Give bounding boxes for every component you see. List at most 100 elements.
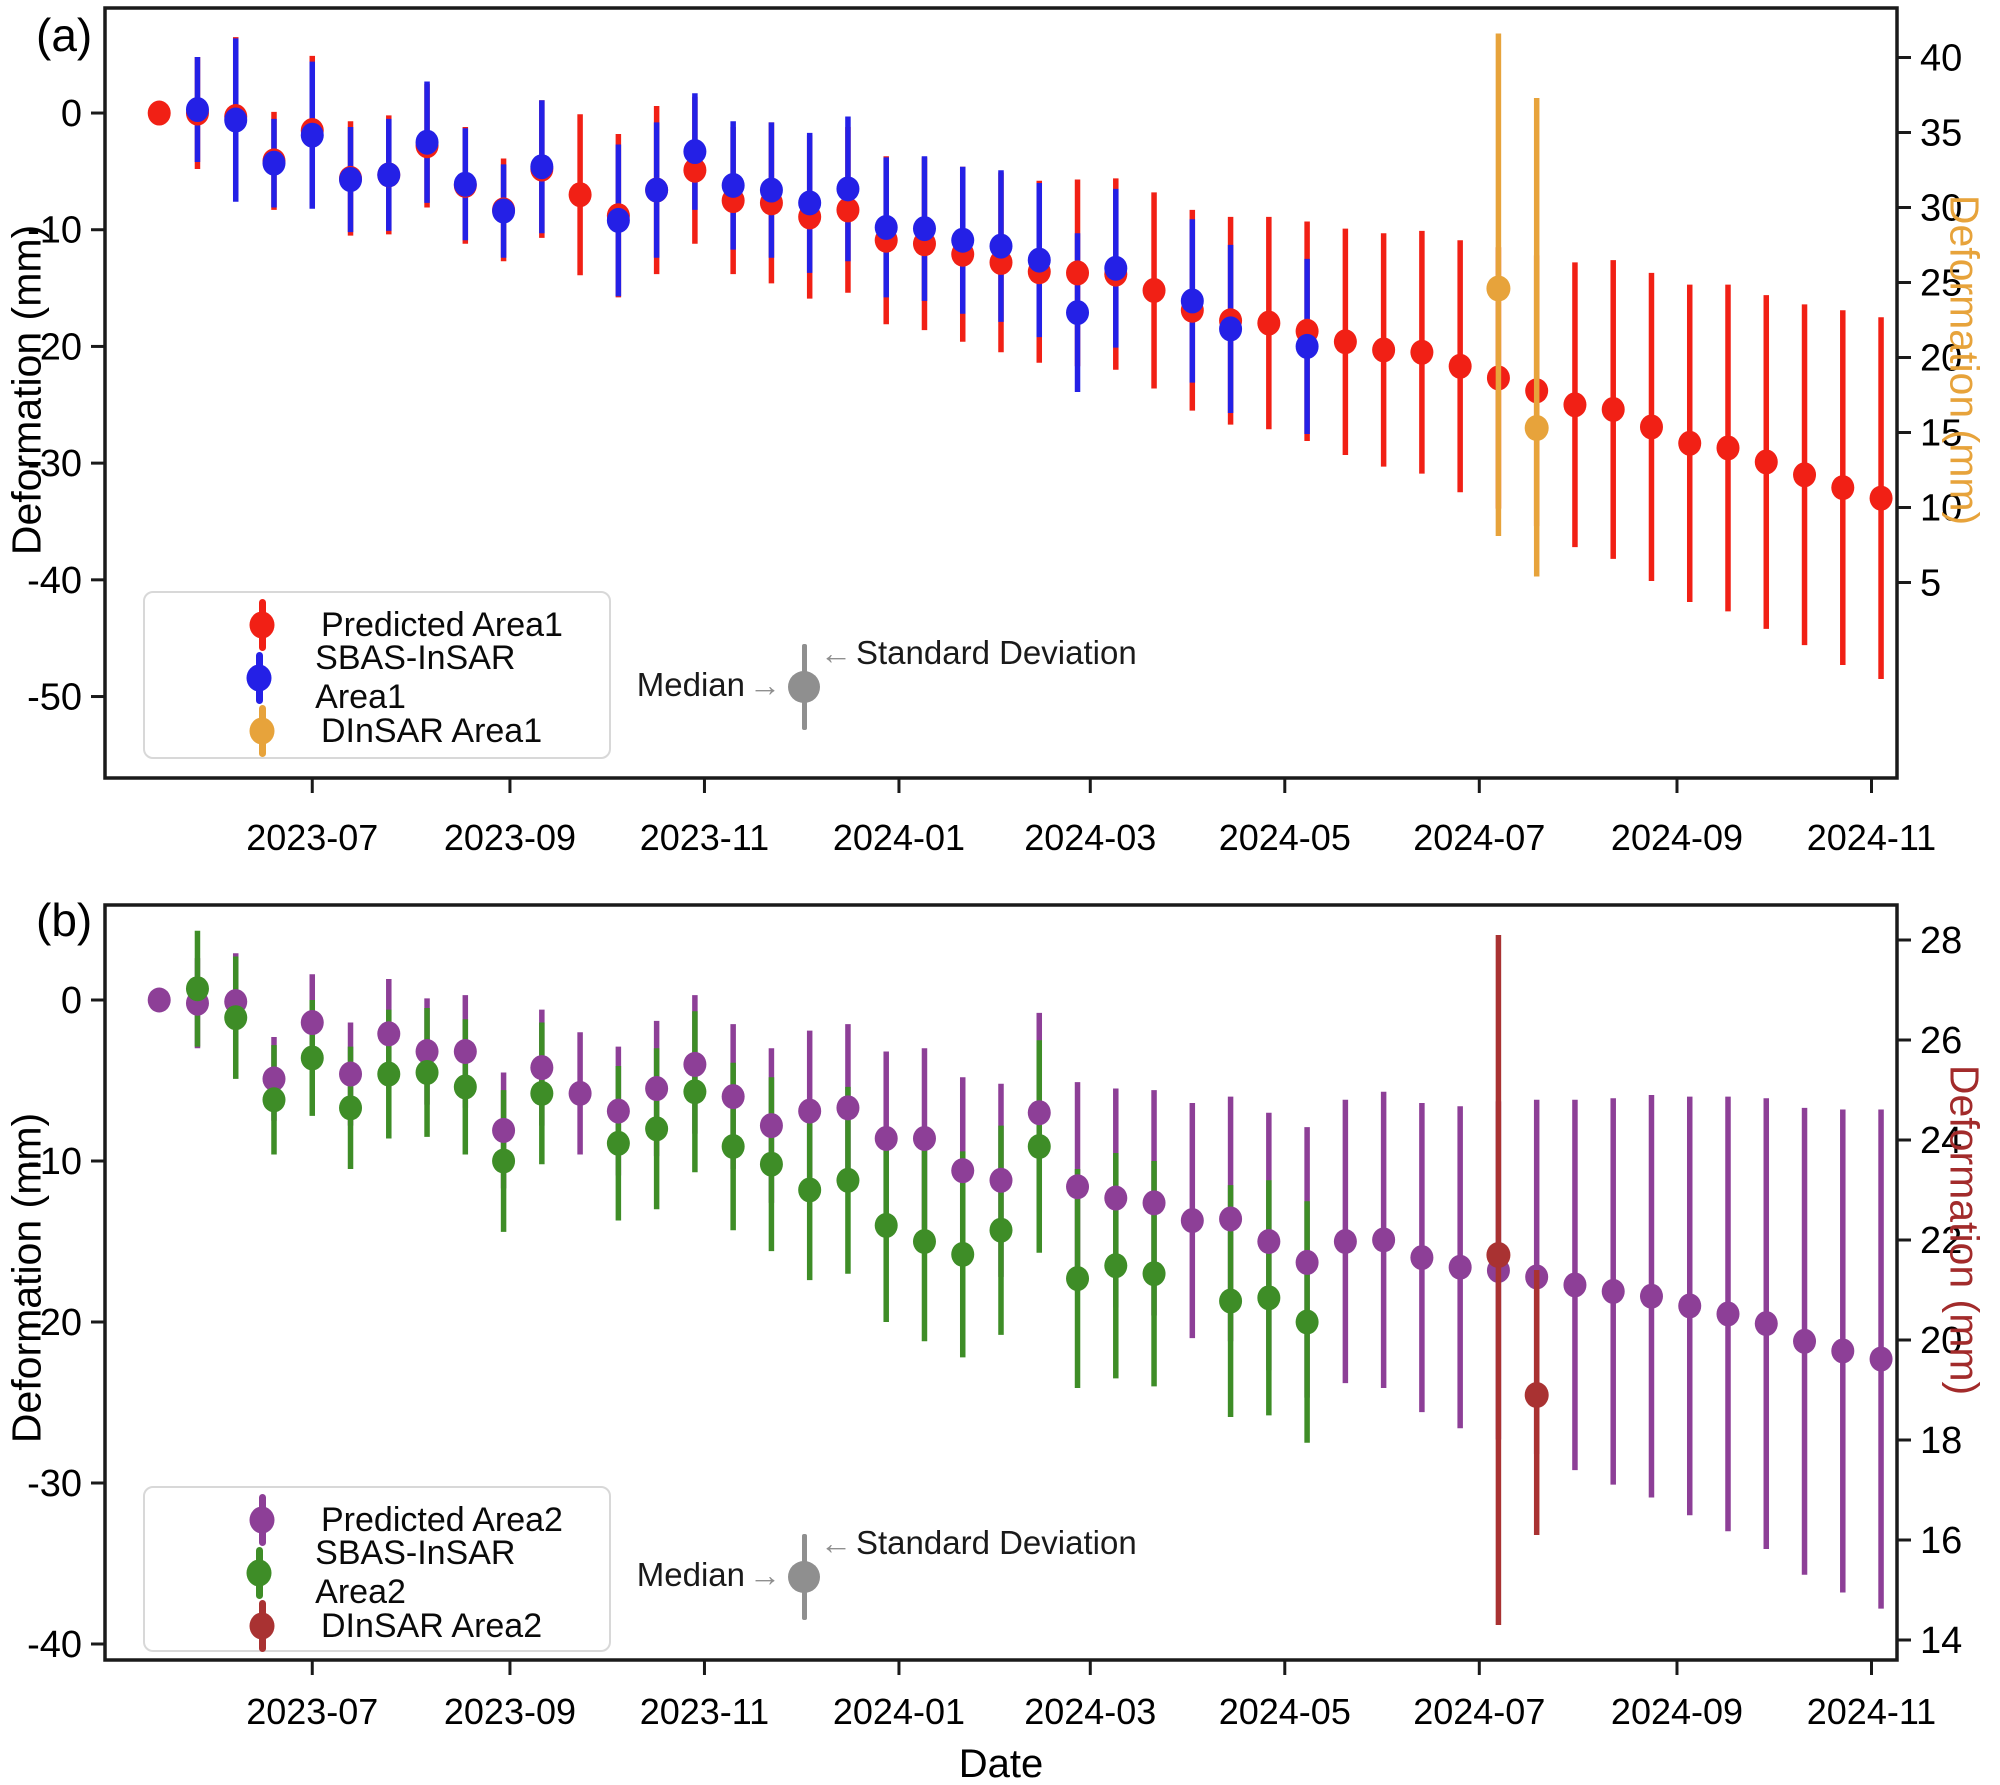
data-point-sbas — [645, 177, 669, 203]
data-point-predicted — [1410, 1245, 1434, 1271]
x-tick-label: 2024-07 — [1413, 1691, 1545, 1732]
data-point-predicted — [1372, 1227, 1396, 1253]
data-point-sbas — [492, 1148, 516, 1174]
x-tick-label: 2024-05 — [1219, 817, 1351, 858]
legend-label: SBAS-InSAR Area1 — [315, 639, 516, 716]
data-point-sbas — [1104, 1253, 1128, 1279]
panel-b-legend: Predicted Area2 SBAS-InSAR Area2 DInSAR … — [143, 1486, 611, 1652]
y-tick-label: -50 — [27, 677, 82, 719]
data-point-predicted — [1295, 1249, 1319, 1275]
legend-label: SBAS-InSAR Area2 — [315, 1534, 516, 1611]
data-point-predicted — [1831, 1338, 1855, 1364]
data-point-predicted — [415, 1039, 439, 1065]
legend-item: SBAS-InSAR Area2 — [203, 1534, 599, 1611]
y2-tick-label: 15 — [1920, 413, 1962, 455]
y-tick-label: -30 — [27, 1463, 82, 1505]
data-point-predicted — [1180, 1208, 1204, 1234]
data-point-predicted — [568, 182, 592, 208]
data-point-predicted — [1066, 260, 1090, 286]
y2-tick-label: 25 — [1920, 263, 1962, 305]
data-point-dinsar — [1486, 275, 1511, 302]
x-tick-label: 2024-01 — [833, 1691, 965, 1732]
x-tick-label: 2023-11 — [640, 817, 769, 858]
data-point-sbas — [759, 177, 783, 203]
panel-a-right-axis-title: Deformation (mm) — [1941, 194, 1988, 526]
data-point-predicted — [989, 1167, 1013, 1193]
data-point-predicted — [1716, 1301, 1740, 1327]
data-point-predicted — [721, 1084, 745, 1110]
data-point-sbas — [185, 976, 209, 1002]
data-point-predicted — [262, 1066, 286, 1092]
y2-tick-label: 30 — [1920, 188, 1962, 230]
data-point-predicted — [1601, 1278, 1625, 1304]
x-tick-label: 2024-11 — [1807, 817, 1936, 858]
data-point-sbas — [262, 150, 286, 176]
panel-a-left-axis-title: Deformation (mm) — [3, 224, 50, 556]
data-point-sbas — [683, 139, 707, 165]
data-point-sbas — [721, 1134, 745, 1159]
data-point-sbas — [300, 1045, 324, 1071]
annotation-median-dot — [788, 1561, 820, 1593]
errorbar-marker-icon — [203, 1547, 315, 1599]
data-point-predicted — [836, 1095, 860, 1121]
annotation-median: Median → — [545, 1556, 785, 1594]
data-point-predicted — [453, 1039, 477, 1065]
data-point-predicted — [1754, 1311, 1778, 1337]
data-point-sbas — [1219, 1288, 1243, 1314]
errorbar-marker-icon — [203, 705, 321, 757]
data-point-sbas — [1257, 1285, 1281, 1311]
data-point-predicted — [1793, 462, 1817, 488]
x-axis-title: Date — [958, 1742, 1044, 1785]
data-point-sbas — [1066, 300, 1090, 326]
x-tick-label: 2024-09 — [1611, 817, 1743, 858]
data-point-dinsar — [1524, 415, 1549, 441]
data-point-sbas — [530, 1080, 554, 1106]
data-point-predicted — [683, 1051, 707, 1077]
data-point-predicted — [1754, 449, 1778, 475]
data-point-sbas — [185, 97, 209, 123]
data-point-predicted — [645, 1076, 669, 1102]
data-point-sbas — [1142, 1261, 1166, 1287]
errorbar-marker-icon — [203, 599, 321, 651]
data-point-sbas — [912, 216, 936, 242]
legend-item: Predicted Area1 — [203, 599, 599, 651]
data-point-predicted — [1869, 485, 1893, 511]
data-point-sbas — [1295, 333, 1319, 359]
data-point-predicted — [300, 1010, 324, 1036]
y2-tick-label: 10 — [1920, 488, 1962, 530]
data-point-sbas — [415, 129, 439, 155]
panel-a-letter: (a) — [36, 9, 93, 61]
data-point-predicted — [951, 1158, 975, 1184]
data-point-sbas — [1066, 1266, 1090, 1292]
x-tick-label: 2023-09 — [444, 817, 576, 858]
data-point-predicted — [377, 1021, 401, 1047]
data-point-predicted — [1104, 1185, 1128, 1211]
y-tick-label: -40 — [27, 1624, 82, 1666]
data-point-sbas — [1219, 316, 1243, 342]
data-point-dinsar — [1524, 1382, 1549, 1408]
data-point-predicted — [147, 987, 171, 1013]
data-point-sbas — [721, 172, 745, 198]
data-point-sbas — [415, 1059, 439, 1085]
y2-tick-label: 14 — [1920, 1620, 1962, 1662]
y2-tick-label: 20 — [1920, 1320, 1962, 1362]
data-point-sbas — [377, 1061, 401, 1087]
data-point-sbas — [453, 1074, 477, 1100]
errorbar-marker-icon — [203, 1600, 321, 1652]
data-point-sbas — [1180, 288, 1204, 314]
legend-label: DInSAR Area1 — [321, 711, 543, 750]
data-point-predicted — [606, 1098, 630, 1124]
data-point-predicted — [912, 1125, 936, 1151]
legend-label: Predicted Area2 — [321, 1500, 563, 1539]
annotation-median-dot — [788, 671, 820, 703]
data-point-sbas — [453, 171, 477, 197]
data-point-predicted — [1372, 337, 1396, 363]
data-point-sbas — [759, 1151, 783, 1177]
annotation-median: Median → — [545, 666, 785, 704]
x-tick-label: 2023-07 — [246, 1691, 378, 1732]
data-point-predicted — [568, 1080, 592, 1106]
data-point-predicted — [1448, 353, 1472, 379]
data-point-sbas — [836, 1167, 860, 1193]
data-point-predicted — [1219, 1206, 1243, 1232]
